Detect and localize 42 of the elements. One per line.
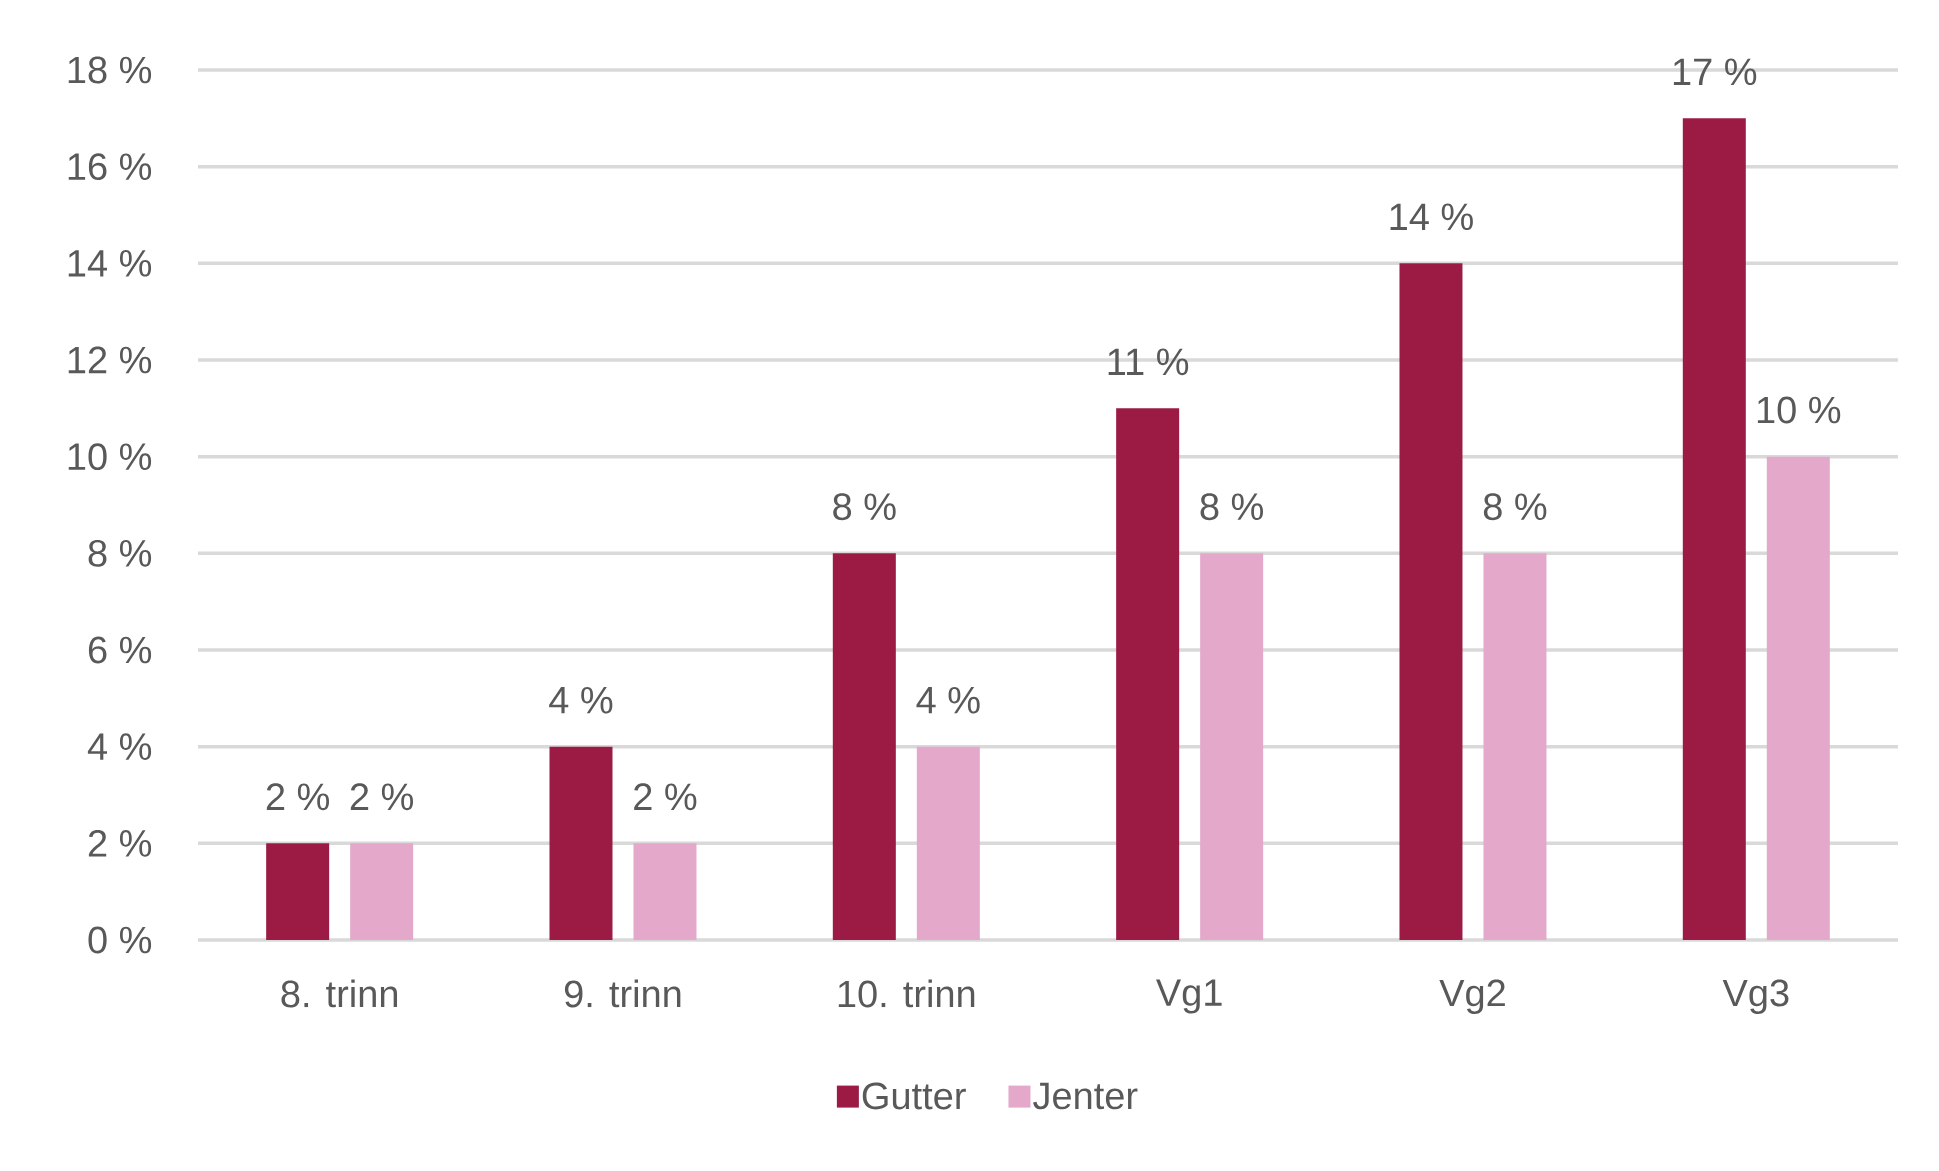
- y-tick-label: 14 %: [68, 250, 152, 277]
- x-tick-label: Vg3: [1722, 979, 1789, 1014]
- bar: [1682, 118, 1746, 940]
- y-tick-label: 18 %: [68, 56, 152, 84]
- x-tick-label: Vg2: [1439, 979, 1505, 1014]
- bar: [1399, 263, 1463, 940]
- data-label: 4 %: [916, 686, 980, 714]
- data-label: 11 %: [1108, 348, 1189, 376]
- y-tick-label: 8 %: [88, 539, 152, 567]
- x-tick-label: 8. trinn: [281, 979, 398, 1008]
- data-label: 2 %: [266, 783, 330, 811]
- data-label: 10 %: [1757, 396, 1841, 424]
- y-tick-label: 4 %: [87, 733, 152, 760]
- x-tick-label: 10. trinn: [838, 979, 975, 1008]
- bar: [1766, 456, 1830, 940]
- data-label: 8 %: [1483, 493, 1547, 521]
- data-label: 17 %: [1673, 58, 1757, 86]
- data-label: 14 %: [1390, 203, 1473, 231]
- data-label: 8 %: [833, 493, 896, 521]
- data-label: 8 %: [1200, 493, 1263, 521]
- x-tick-label: Vg1: [1156, 979, 1222, 1014]
- bar: [832, 553, 896, 940]
- data-label: 2 %: [350, 783, 414, 811]
- y-tick-label: 16 %: [68, 153, 152, 181]
- data-label: 2 %: [634, 783, 697, 811]
- bar: [350, 843, 414, 940]
- legend-label: Gutter: [862, 1082, 966, 1110]
- bar: [916, 746, 980, 940]
- bar: [549, 746, 613, 940]
- y-tick-label: 12 %: [68, 346, 152, 374]
- y-tick-label: 2 %: [88, 829, 152, 857]
- bar: [1483, 553, 1547, 940]
- bar: [1200, 553, 1264, 940]
- y-tick-label: 0 %: [88, 926, 152, 954]
- y-tick-label: 10 %: [68, 443, 152, 471]
- x-tick-label: 9. trinn: [564, 979, 681, 1008]
- legend-label: Jenter: [1033, 1082, 1138, 1110]
- data-label: 4 %: [549, 686, 613, 714]
- bar: [633, 843, 697, 940]
- y-tick-label: 6 %: [88, 636, 152, 664]
- bar: [1116, 408, 1180, 940]
- bar: [266, 843, 330, 940]
